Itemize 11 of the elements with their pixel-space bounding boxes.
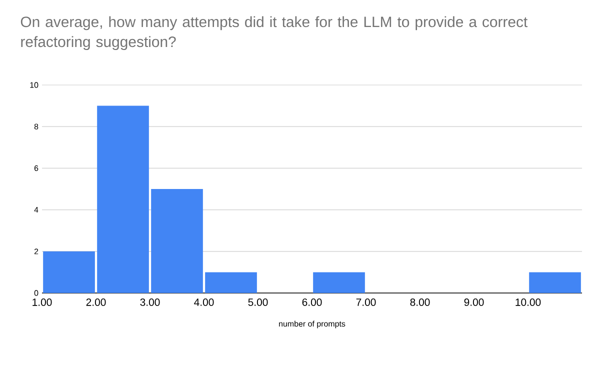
x-tick-label: 9.00 <box>464 298 484 306</box>
x-tick-label: 6.00 <box>302 298 322 306</box>
x-tick-label: 1.00 <box>32 298 52 306</box>
x-tick-label: 7.00 <box>356 298 376 306</box>
x-tick-label: 5.00 <box>248 298 268 306</box>
x-tick-label: 8.00 <box>410 298 430 306</box>
x-tick-label: 10.00 <box>516 298 541 306</box>
x-tick-label: 3.00 <box>140 298 160 306</box>
x-tick-label: 2.00 <box>86 298 106 306</box>
chart-title: On average, how many attempts did it take for the LLM to provide a correct refactoring suggestion? <box>20 16 528 50</box>
x-tick-label: 4.00 <box>194 298 214 306</box>
